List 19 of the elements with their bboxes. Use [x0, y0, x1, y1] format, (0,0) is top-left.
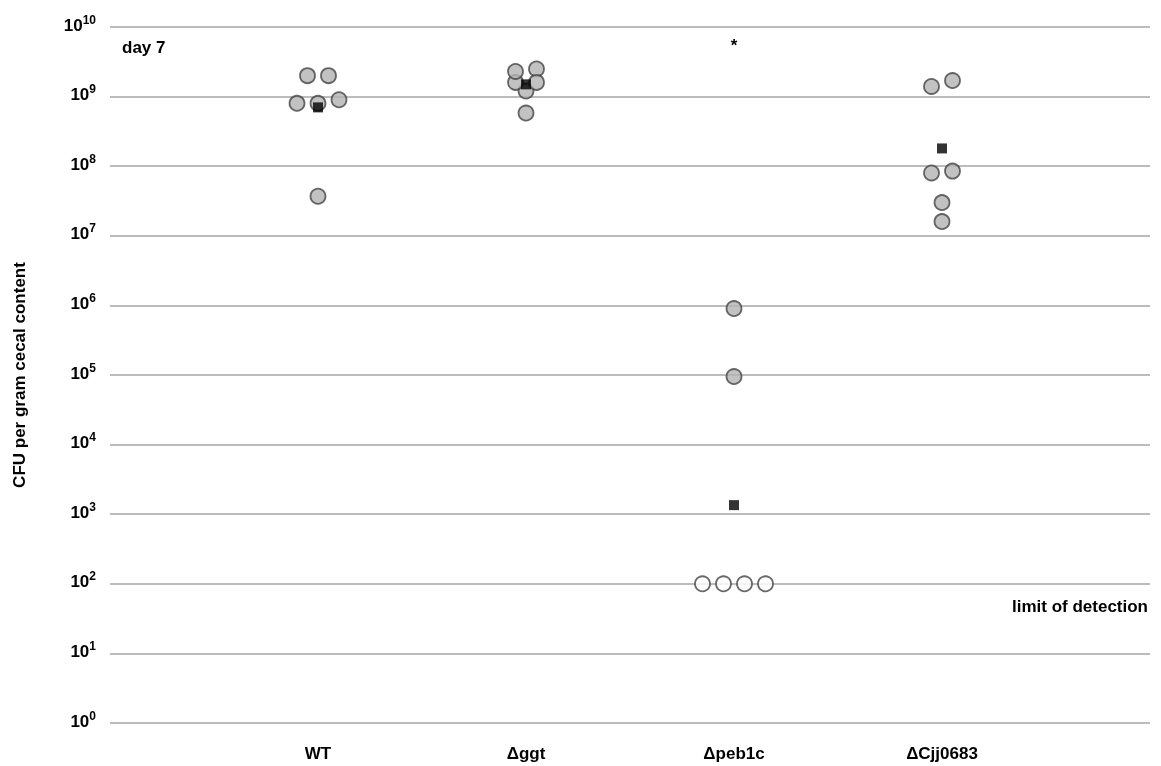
y-tick-label: 10$^{10}$	[63, 12, 96, 35]
annotation: *	[730, 35, 738, 55]
y-tick-label: 10$^{4}$	[70, 430, 96, 453]
x-tick-label: Δggt	[506, 744, 546, 763]
y-tick-label: 10$^{2}$	[70, 569, 96, 592]
y-axis-title: CFU per gram cecal content	[10, 261, 29, 488]
y-tick-label: 10$^{6}$	[70, 290, 96, 313]
y-tick-label: 10$^{5}$	[70, 360, 96, 383]
y-tick-label: 10$^{7}$	[70, 221, 96, 244]
y-tick-label: 10$^{8}$	[70, 151, 96, 174]
y-tick-label: 10$^{9}$	[70, 82, 96, 105]
y-tick-label: 10$^{3}$	[70, 499, 96, 522]
y-tick-label: 10$^{0}$	[70, 708, 96, 731]
y-tick-label: 10$^{1}$	[70, 638, 96, 661]
annotation: day 7	[122, 38, 166, 57]
x-tick-label: WT	[304, 744, 332, 763]
x-tick-label: ΔCjj0683	[906, 744, 978, 763]
x-tick-label: Δpeb1c	[703, 744, 765, 763]
annotation: limit of detection	[1012, 596, 1148, 616]
